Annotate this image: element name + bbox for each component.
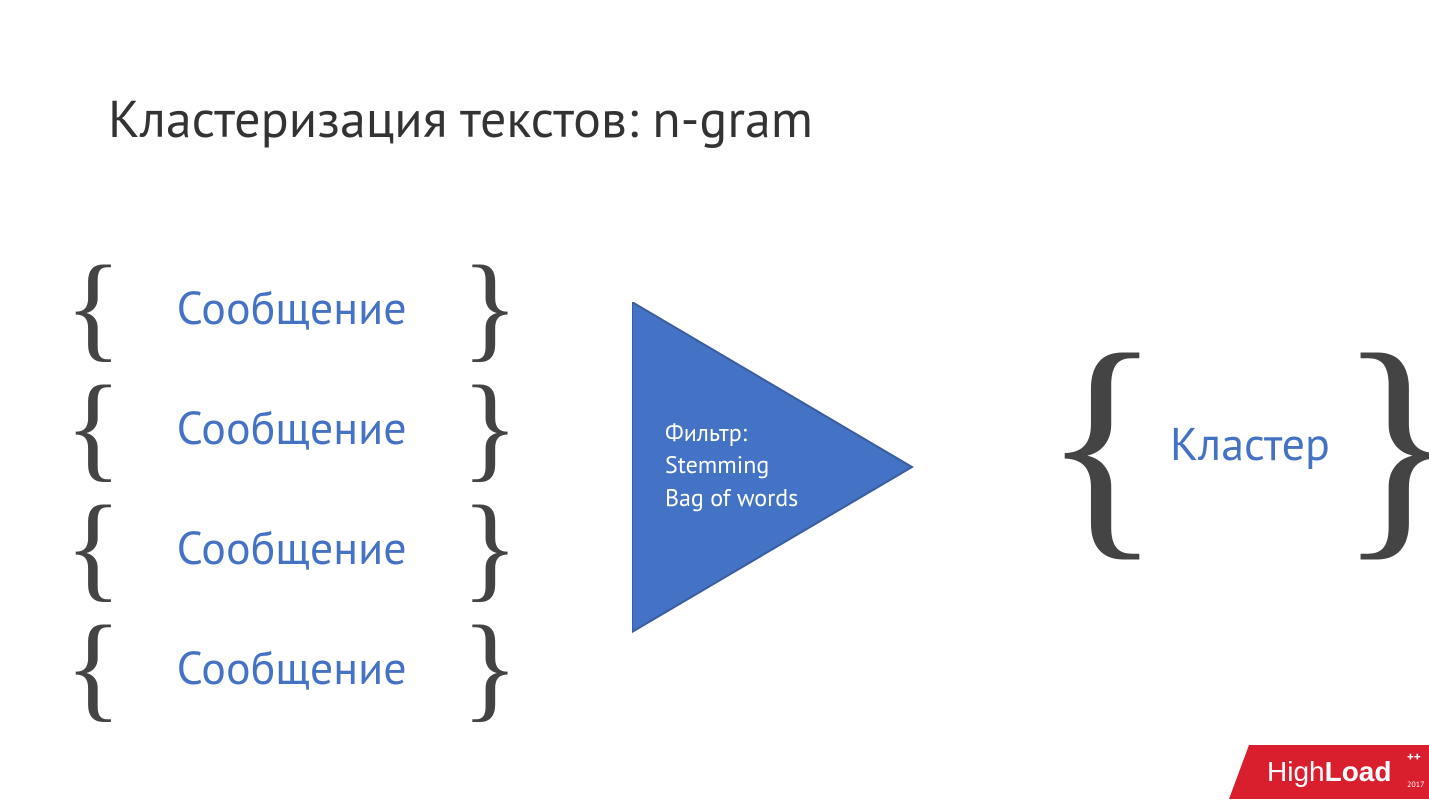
messages-column: { Сообщение } { Сообщение } { Сообщение … xyxy=(65,258,518,738)
message-row: { Сообщение } xyxy=(65,378,518,476)
message-label: Сообщение xyxy=(122,637,462,697)
brace-right-icon: } xyxy=(462,266,519,349)
brace-right-icon: } xyxy=(462,626,519,709)
svg-text:HighLoad: HighLoad xyxy=(1267,756,1391,787)
logo-plus: ++ xyxy=(1407,748,1421,765)
message-row: { Сообщение } xyxy=(65,498,518,596)
message-row: { Сообщение } xyxy=(65,618,518,716)
cluster-label: Кластер xyxy=(1162,413,1338,473)
filter-labels: Фильтр: Stemming Bag of words xyxy=(665,417,798,514)
message-row: { Сообщение } xyxy=(65,258,518,356)
highload-logo: HighLoad ++ 2017 xyxy=(1229,737,1429,804)
brace-right-icon: } xyxy=(462,386,519,469)
brace-right-icon: } xyxy=(462,506,519,589)
message-label: Сообщение xyxy=(122,397,462,457)
message-label: Сообщение xyxy=(122,277,462,337)
brace-left-icon: { xyxy=(65,626,122,709)
filter-line: Фильтр: xyxy=(665,417,798,449)
logo-year: 2017 xyxy=(1407,780,1424,790)
slide-title: Кластеризация текстов: n-gram xyxy=(108,85,813,152)
brace-left-big-icon: { xyxy=(1042,355,1162,530)
slide: Кластеризация текстов: n-gram { Сообщени… xyxy=(0,0,1429,804)
brace-left-icon: { xyxy=(65,386,122,469)
logo-icon: HighLoad ++ 2017 xyxy=(1229,737,1429,799)
brace-left-icon: { xyxy=(65,266,122,349)
filter-line: Bag of words xyxy=(665,482,798,514)
cluster-block: { Кластер } xyxy=(1042,355,1429,530)
logo-high: High xyxy=(1267,756,1325,787)
filter-line: Stemming xyxy=(665,449,798,481)
brace-left-icon: { xyxy=(65,506,122,589)
message-label: Сообщение xyxy=(122,517,462,577)
logo-load: Load xyxy=(1325,756,1392,787)
brace-right-big-icon: } xyxy=(1338,355,1429,530)
